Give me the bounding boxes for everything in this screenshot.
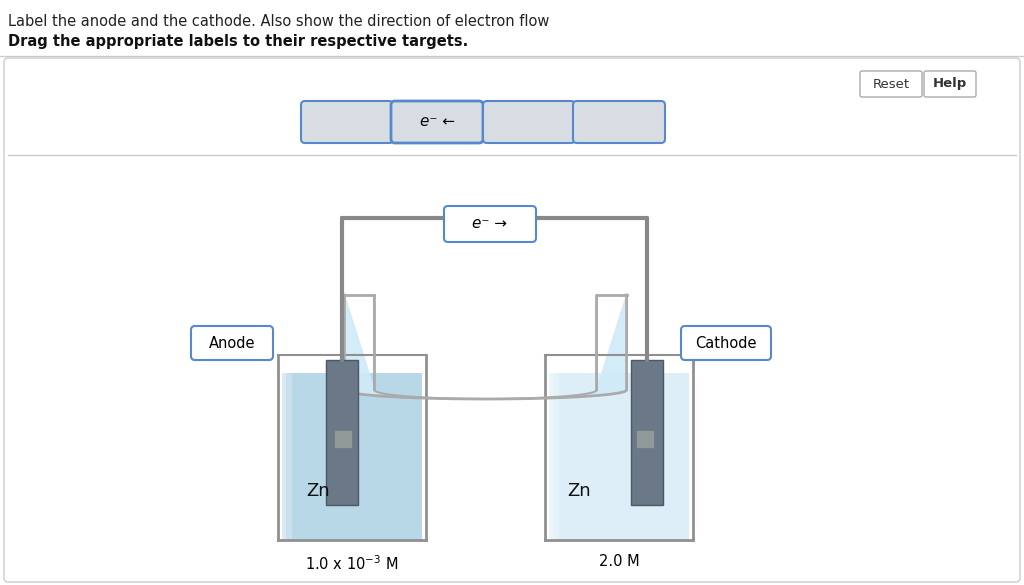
Polygon shape <box>344 295 627 399</box>
Text: e⁻ ←: e⁻ ← <box>420 115 455 129</box>
FancyBboxPatch shape <box>4 58 1020 582</box>
Bar <box>280 373 286 540</box>
FancyBboxPatch shape <box>301 101 393 143</box>
Text: 1.0 x 10$^{-3}$ M: 1.0 x 10$^{-3}$ M <box>305 554 398 573</box>
Bar <box>549 373 689 540</box>
Bar <box>549 373 559 540</box>
Text: e⁻ →: e⁻ → <box>472 216 508 232</box>
Text: Anode: Anode <box>209 336 255 350</box>
FancyBboxPatch shape <box>444 206 536 242</box>
FancyBboxPatch shape <box>483 101 575 143</box>
Text: 2.0 M: 2.0 M <box>599 554 639 569</box>
FancyBboxPatch shape <box>860 71 922 97</box>
Bar <box>326 360 358 505</box>
Text: Zn: Zn <box>567 482 591 500</box>
Bar <box>282 373 292 540</box>
FancyBboxPatch shape <box>391 101 483 143</box>
FancyBboxPatch shape <box>573 101 665 143</box>
Text: Cathode: Cathode <box>695 336 757 350</box>
Bar <box>282 373 422 540</box>
FancyBboxPatch shape <box>924 71 976 97</box>
Text: Drag the appropriate labels to their respective targets.: Drag the appropriate labels to their res… <box>8 34 468 49</box>
Text: Reset: Reset <box>872 77 909 91</box>
FancyBboxPatch shape <box>191 326 273 360</box>
Bar <box>631 360 663 505</box>
Bar <box>547 373 553 540</box>
Text: Help: Help <box>933 77 967 91</box>
Bar <box>636 430 654 448</box>
Text: Zn: Zn <box>306 482 330 500</box>
Bar <box>334 430 352 448</box>
FancyBboxPatch shape <box>681 326 771 360</box>
Text: Label the anode and the cathode. Also show the direction of electron flow: Label the anode and the cathode. Also sh… <box>8 14 549 29</box>
